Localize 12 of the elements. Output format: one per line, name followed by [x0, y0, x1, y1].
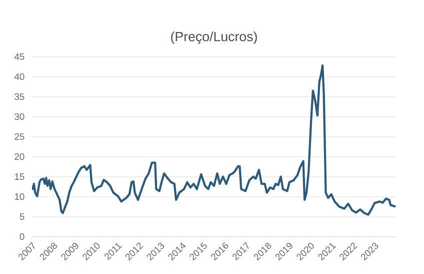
y-tick-label: 30 [14, 113, 24, 120]
y-tick-label: 25 [14, 133, 24, 140]
chart-title: (Preço/Lucros) [171, 31, 257, 44]
y-tick-label: 0 [20, 233, 24, 240]
y-tick-label: 15 [14, 173, 24, 180]
y-tick-label: 20 [14, 153, 24, 160]
y-tick-label: 35 [14, 93, 24, 100]
y-tick-label: 45 [14, 53, 24, 60]
line-series [32, 64, 396, 216]
y-tick-label: 5 [20, 213, 24, 220]
y-tick-label: 40 [14, 73, 24, 80]
y-tick-label: 10 [14, 193, 24, 200]
